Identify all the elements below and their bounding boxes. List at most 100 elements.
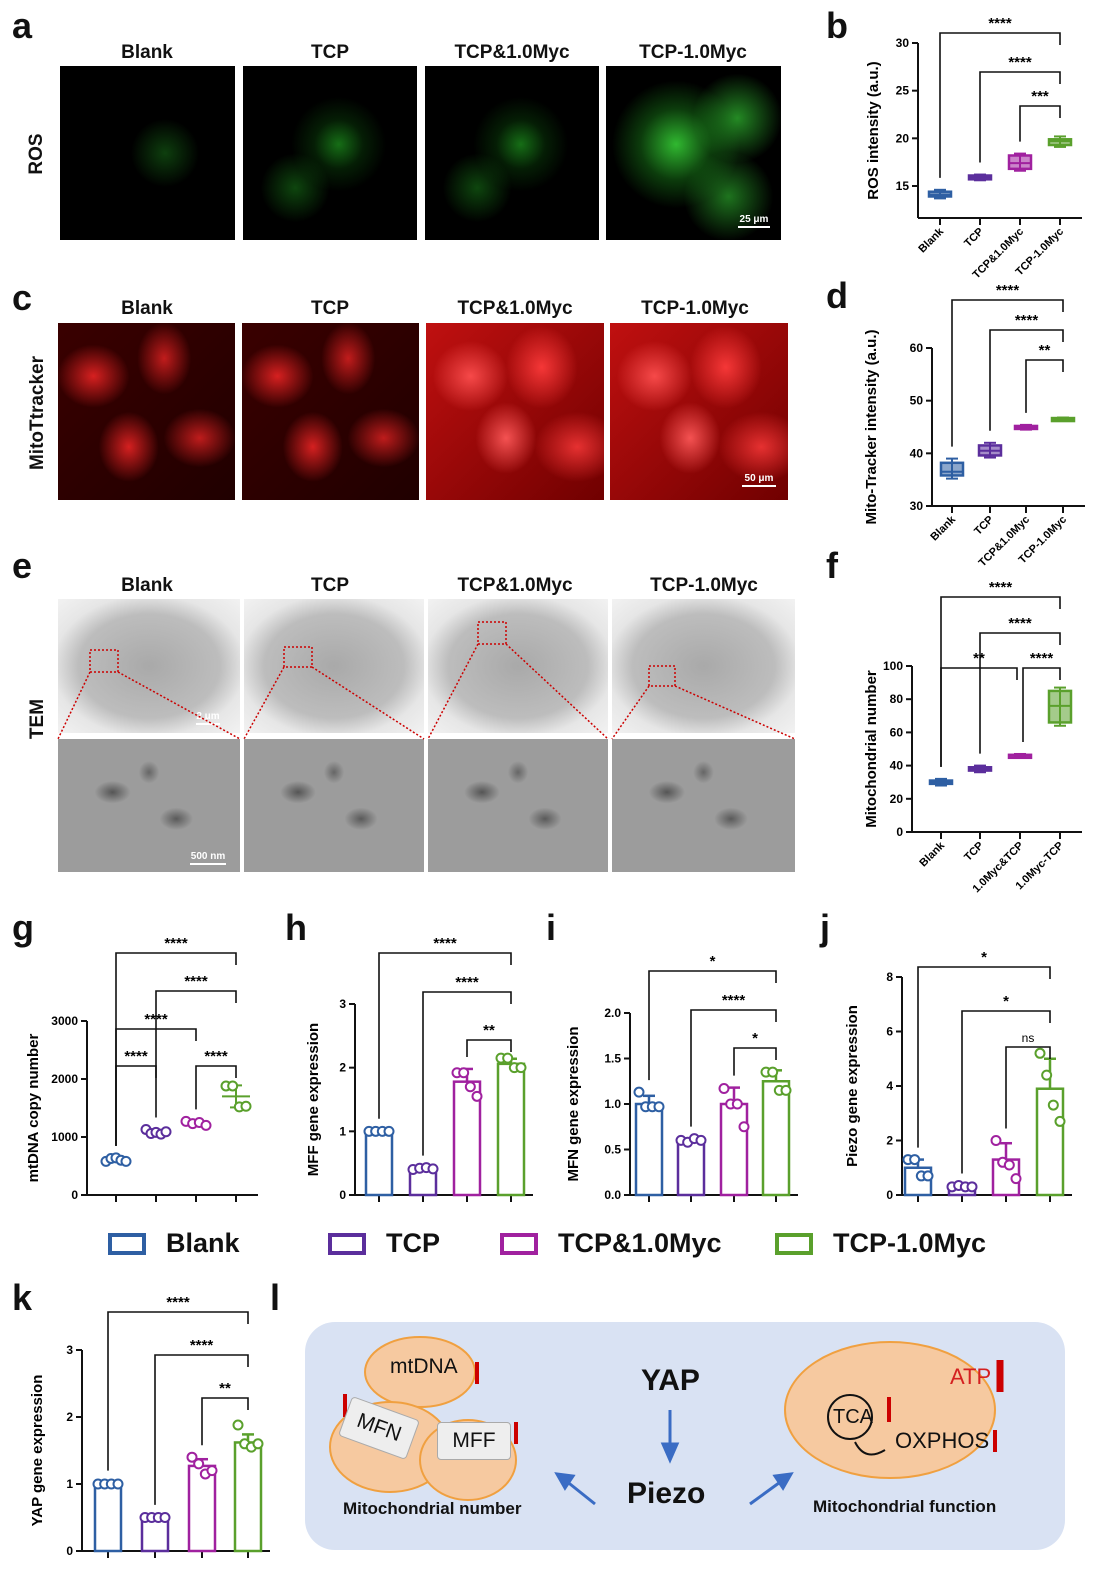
data-point: [383, 1125, 395, 1137]
x-tick-label: TCP: [972, 514, 996, 538]
y-tick-label: 0: [66, 1544, 73, 1558]
significance-bracket: [466, 1039, 512, 1057]
x-tick-label: Blank: [916, 225, 946, 255]
bar: [634, 1102, 664, 1197]
y-tick-label: 3: [66, 1343, 73, 1357]
y-tick-label: 4: [886, 1079, 893, 1093]
bar: [496, 1062, 526, 1197]
y-tick-label: 60: [890, 725, 904, 739]
ros-image-tcp-and-myc: [425, 66, 599, 240]
y-tick-label: 50: [910, 394, 924, 408]
data-point: [112, 1478, 124, 1490]
y-tick-label: 25: [896, 84, 910, 98]
significance-bracket: [378, 952, 512, 1119]
significance-label: *: [981, 949, 987, 966]
col-title: TCP&1.0Myc: [454, 42, 570, 63]
arrow-left-icon: [564, 1478, 596, 1506]
data-point: [633, 1086, 645, 1098]
col-title: TCP: [311, 298, 349, 319]
panel-label-j: j: [820, 907, 831, 948]
y-tick-label: 2: [886, 1134, 893, 1148]
y-tick-label: 0.5: [604, 1143, 621, 1157]
y-tick-label: 6: [886, 1025, 893, 1039]
data-point: [738, 1121, 750, 1133]
chart-g: 0 1000 2000 3000 mtDNA copy number **** **** **…: [25, 935, 258, 1202]
data-point: [718, 1083, 730, 1095]
col-title: Blank: [121, 575, 173, 596]
significance-bracket: [979, 71, 1061, 163]
significance-bracket: [1019, 105, 1061, 142]
panel-label-b: b: [826, 5, 848, 46]
y-tick-label: 1: [339, 1124, 346, 1138]
significance-label: ns: [1022, 1031, 1035, 1045]
y-axis-label: ROS intensity (a.u.): [865, 61, 882, 199]
legend-item-tcp-and-myc: TCP&1.0Myc: [500, 1228, 722, 1259]
significance-label: ****: [433, 935, 457, 952]
significance-label: ****: [988, 15, 1012, 32]
ros-image-tcp: [243, 66, 417, 240]
y-tick-label: 2: [339, 1061, 346, 1075]
y-axis-label: mtDNA copy number: [25, 1034, 42, 1183]
significance-bracket: [989, 329, 1064, 431]
significance-label: *: [710, 953, 716, 970]
legend-item-tcp-myc: TCP-1.0Myc: [775, 1228, 986, 1259]
y-tick-label: 20: [890, 792, 904, 806]
atp-label: ATP: [950, 1364, 992, 1389]
y-tick-label: 2.0: [604, 1006, 621, 1020]
y-tick-label: 40: [890, 759, 904, 773]
zoom-box: [283, 646, 313, 668]
legend-swatch: [328, 1232, 366, 1255]
significance-label: ****: [184, 973, 208, 990]
significance-bracket: [154, 1354, 249, 1505]
panel-label-a: a: [12, 5, 33, 46]
x-tick-label: TCP: [962, 226, 986, 250]
tem-image-blank: 2 μm: [58, 599, 240, 733]
data-point: [731, 1098, 743, 1110]
data-point: [767, 1066, 779, 1078]
panel-label-k: k: [12, 1277, 33, 1318]
scale-bar: 25 μm: [738, 214, 770, 228]
col-title: TCP: [311, 575, 349, 596]
cycle-arrow-icon: [854, 1441, 886, 1456]
x-tick-label: Blank: [917, 839, 947, 869]
y-tick-label: 1.0: [604, 1097, 621, 1111]
significance-label: ****: [996, 282, 1020, 299]
schematic-drawing: [329, 1336, 1004, 1506]
data-point: [780, 1084, 792, 1096]
legend-label: TCP: [386, 1228, 440, 1258]
tem-zoom-blank: 500 nm: [58, 739, 240, 872]
data-point: [186, 1451, 198, 1463]
y-axis-label: Mito-Tracker intensity (a.u.): [863, 329, 880, 524]
col-title: Blank: [121, 298, 173, 319]
significance-label: ****: [124, 1048, 148, 1065]
bar: [233, 1441, 263, 1553]
significance-bracket: [1022, 667, 1061, 742]
panel-label-e: e: [12, 545, 33, 586]
significance-bracket: [195, 1065, 237, 1110]
y-tick-label: 20: [896, 131, 910, 145]
col-title: TCP-1.0Myc: [650, 575, 758, 596]
y-tick-label: 2000: [51, 1072, 78, 1086]
mitotracker-image-blank: [58, 323, 235, 500]
data-point: [252, 1438, 264, 1450]
data-point: [427, 1163, 439, 1175]
significance-bracket: [940, 596, 1061, 767]
mitotracker-image-tcp-and-myc: [426, 323, 604, 500]
scale-bar-label: 25 μm: [739, 214, 769, 225]
tem-image-tcp-and-myc: [428, 599, 608, 733]
significance-label: ****: [164, 935, 188, 952]
arrow-right-icon: [749, 1478, 784, 1506]
significance-label: ****: [144, 1011, 168, 1028]
legend-label: Blank: [166, 1228, 240, 1258]
data-point: [193, 1458, 205, 1470]
col-title: TCP&1.0Myc: [457, 575, 573, 596]
significance-label: *: [1003, 993, 1009, 1010]
x-tick-label: TCP: [962, 840, 986, 864]
data-point: [909, 1154, 921, 1166]
significance-bracket: [979, 632, 1061, 754]
y-axis-label: MFN gene expression: [565, 1026, 582, 1181]
significance-bracket: [201, 1397, 249, 1446]
